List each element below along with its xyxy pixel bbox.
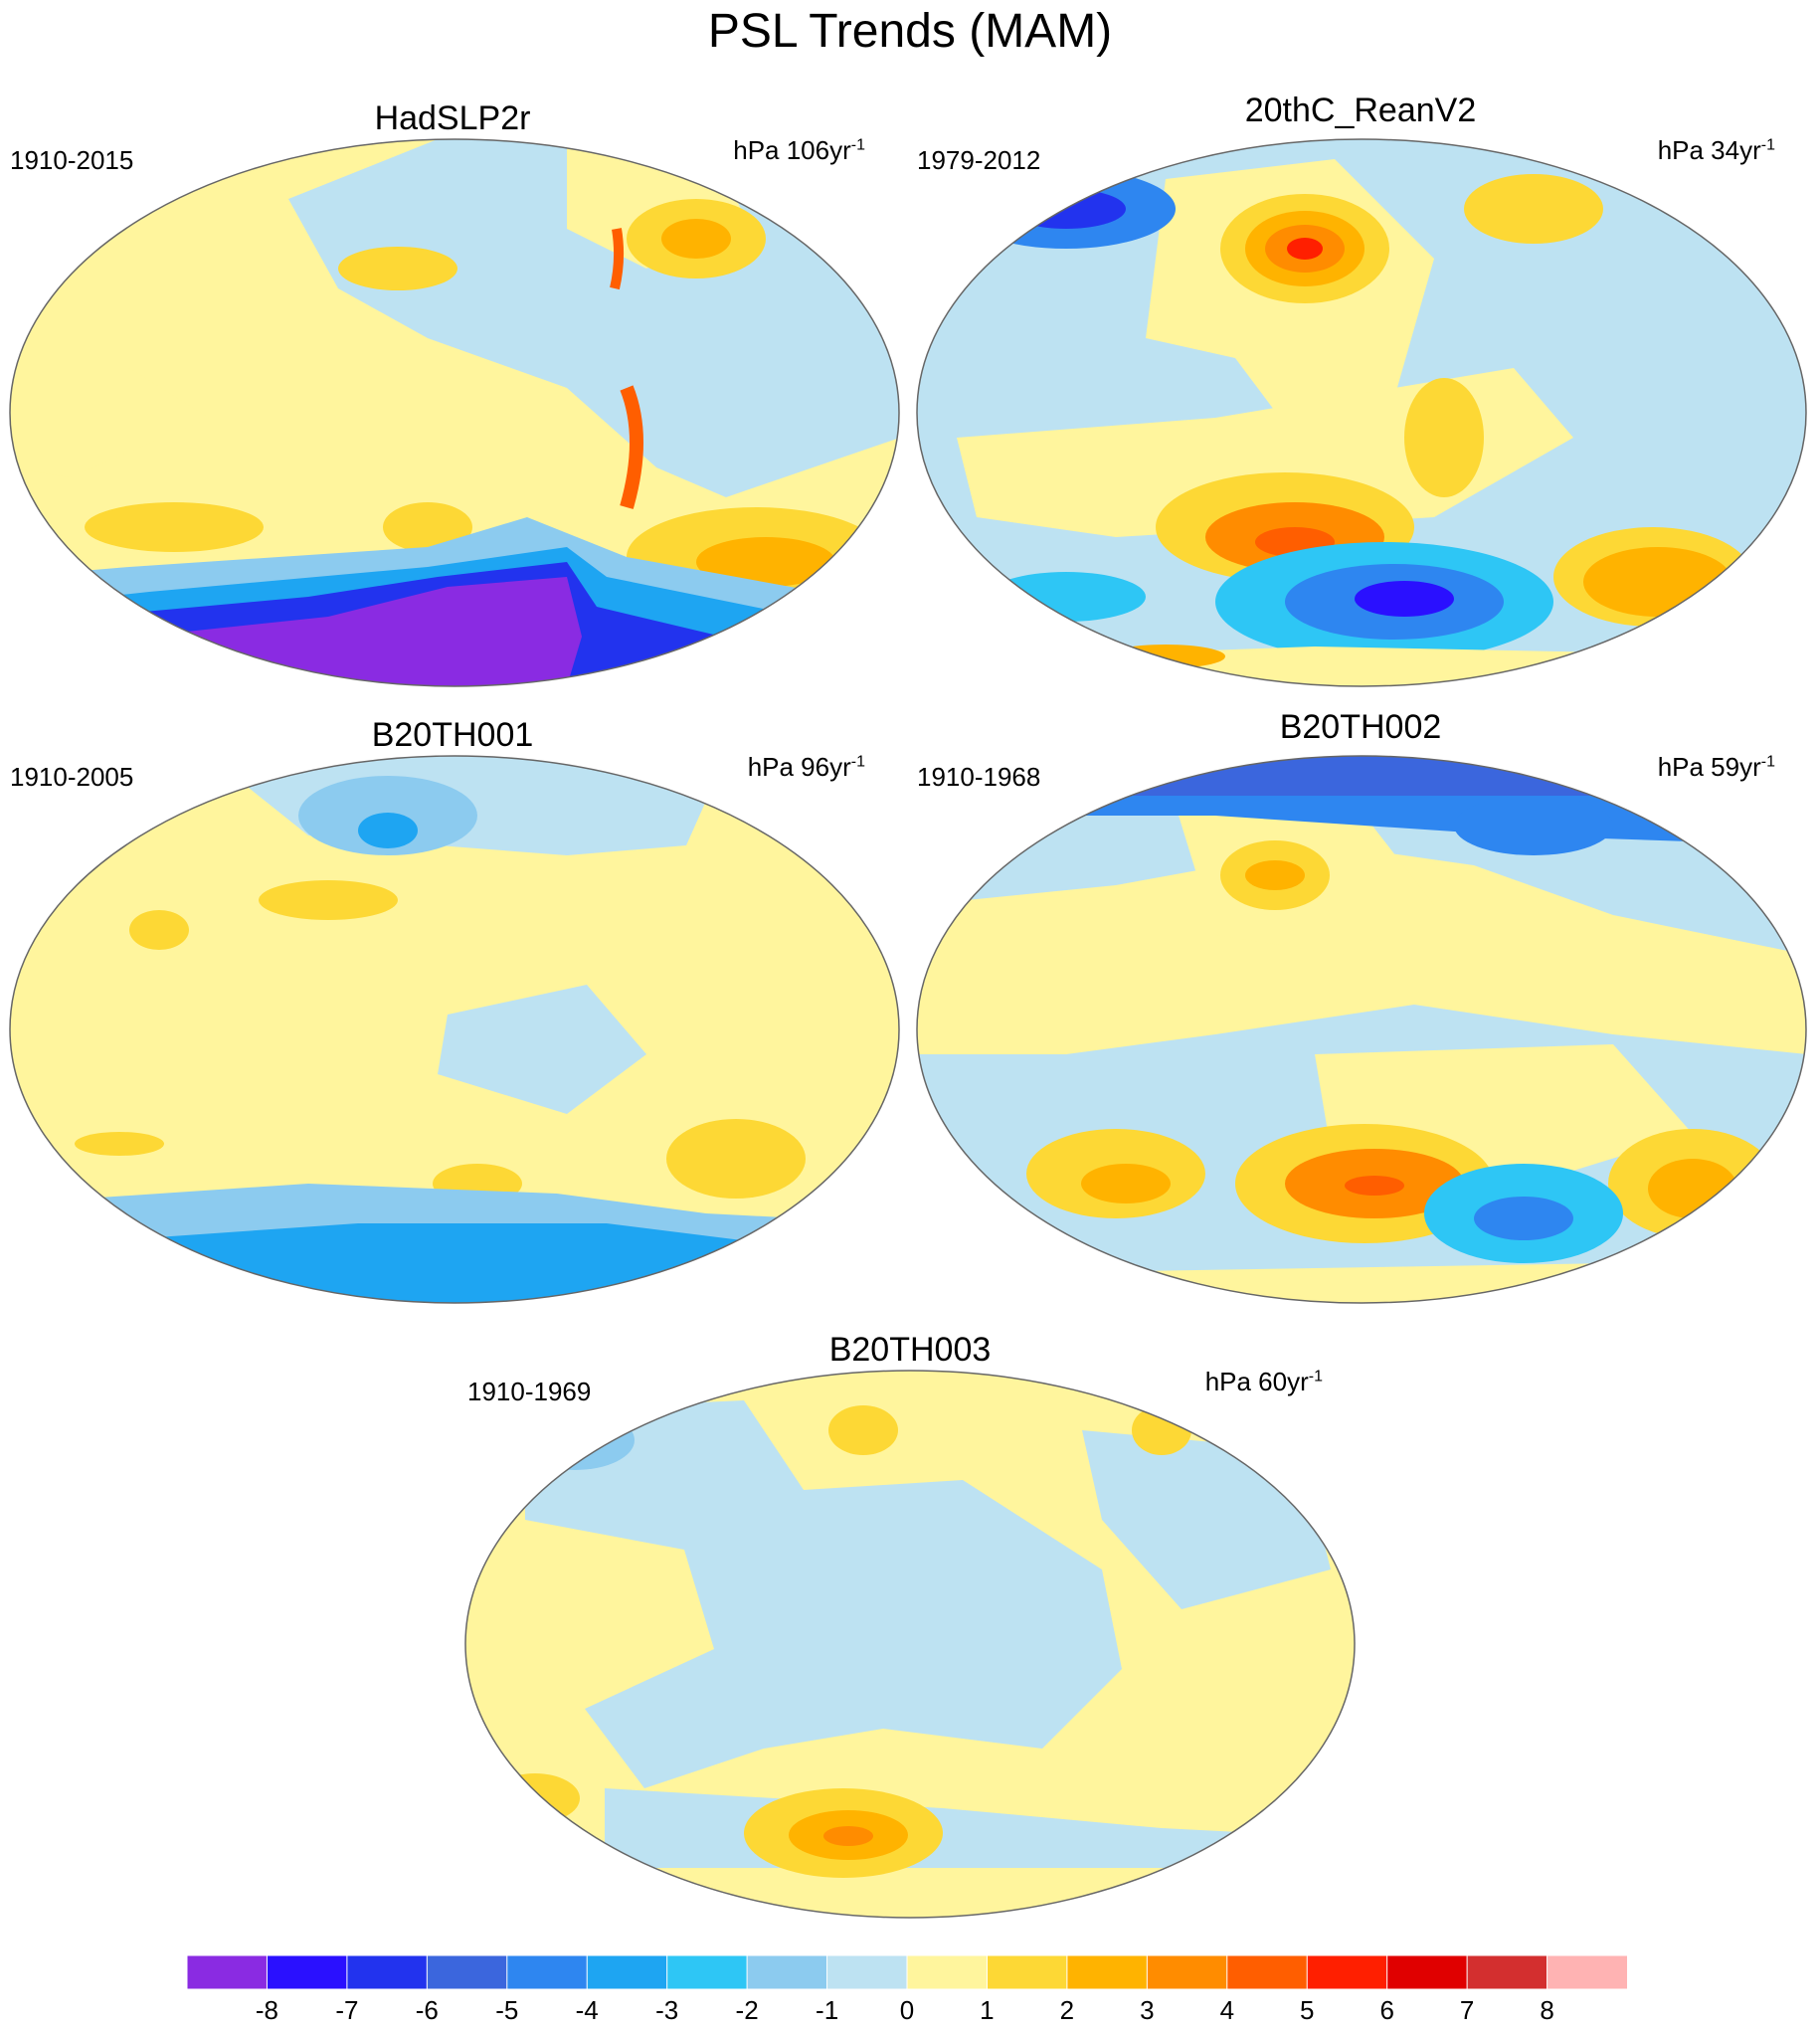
units-20thc: hPa 34yr-1: [1657, 135, 1775, 165]
colorbar-swatch: [1306, 1954, 1388, 1990]
period-hadslp2r: 1910-2015: [10, 145, 134, 175]
colorbar-tick-label: 2: [1059, 1995, 1075, 2025]
colorbar-tick-label: 7: [1459, 1995, 1475, 2025]
units-b20th003: hPa 60yr-1: [1204, 1367, 1323, 1396]
colorbar-tick-label: -6: [415, 1995, 439, 2025]
panel-title-b20th002: B20TH002: [1279, 708, 1442, 746]
period-b20th003: 1910-1969: [467, 1377, 592, 1406]
panel-title-hadslp2r: HadSLP2r: [374, 99, 531, 137]
colorbar-swatch: [266, 1954, 348, 1990]
period-20thc: 1979-2012: [917, 145, 1041, 175]
colorbar-tick-label: -7: [335, 1995, 359, 2025]
colorbar-swatch: [986, 1954, 1068, 1990]
colorbar-tick-label: 0: [899, 1995, 915, 2025]
units-b20th001: hPa 96yr-1: [747, 752, 865, 782]
colorbar-tick-label: -4: [575, 1995, 599, 2025]
units-hadslp2r: hPa 106yr-1: [733, 135, 865, 165]
colorbar-swatch: [826, 1954, 908, 1990]
colorbar-tick-label: 6: [1379, 1995, 1394, 2025]
colorbar-tick-label: -5: [495, 1995, 519, 2025]
colorbar-swatch: [1466, 1954, 1548, 1990]
colorbar-tick-label: 3: [1140, 1995, 1155, 2025]
colorbar-swatch: [666, 1954, 749, 1990]
colorbar-swatch: [186, 1954, 269, 1990]
colorbar-tick-label: 4: [1219, 1995, 1235, 2025]
colorbar-swatch: [1226, 1954, 1309, 1990]
colorbar-tick-label: 8: [1540, 1995, 1554, 2025]
colorbar: [186, 1954, 1629, 1990]
colorbar-tick-label: -2: [735, 1995, 759, 2025]
colorbar-tick-label: 5: [1299, 1995, 1315, 2025]
map-b20th001: [9, 755, 900, 1304]
panel-title-b20th003: B20TH003: [828, 1331, 992, 1369]
colorbar-swatch: [1066, 1954, 1149, 1990]
colorbar-swatch: [1386, 1954, 1469, 1990]
colorbar-swatch: [346, 1954, 429, 1990]
map-b20th002: [916, 755, 1807, 1304]
period-b20th001: 1910-2005: [10, 762, 134, 792]
colorbar-swatch: [586, 1954, 668, 1990]
units-b20th002: hPa 59yr-1: [1657, 752, 1775, 782]
colorbar-swatch: [746, 1954, 828, 1990]
colorbar-swatch: [426, 1954, 508, 1990]
period-b20th002: 1910-1968: [917, 762, 1041, 792]
colorbar-tick-label: -8: [255, 1995, 278, 2025]
colorbar-swatch: [1547, 1954, 1629, 1990]
panel-title-20thc: 20thC_ReanV2: [1244, 92, 1477, 129]
map-hadslp2r: [9, 138, 900, 687]
colorbar-tick-label: -3: [655, 1995, 679, 2025]
figure-title: PSL Trends (MAM): [707, 5, 1113, 58]
colorbar-swatch: [1146, 1954, 1228, 1990]
colorbar-swatch: [506, 1954, 589, 1990]
map-b20th003: [464, 1370, 1356, 1919]
colorbar-swatch: [906, 1954, 989, 1990]
map-20thc-reanv2: [916, 138, 1807, 687]
colorbar-tick-label: 1: [980, 1995, 995, 2025]
colorbar-tick-label: -1: [816, 1995, 839, 2025]
panel-title-b20th001: B20TH001: [371, 716, 534, 754]
